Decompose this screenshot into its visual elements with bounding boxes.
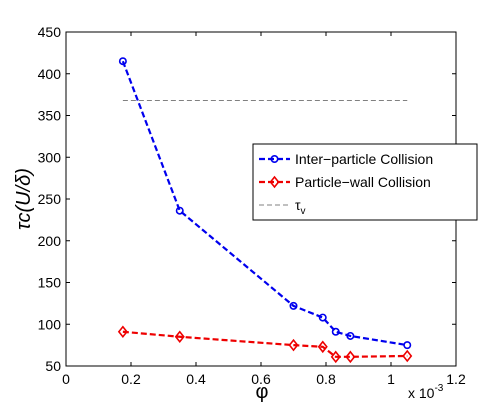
series-1-point: [345, 350, 356, 364]
y-tick-label: 50: [45, 358, 61, 374]
x-tick-label: 0.2: [121, 371, 141, 387]
series-1-point: [117, 325, 128, 339]
x-tick-label: 0.6: [251, 371, 271, 387]
series-1-point: [174, 330, 185, 344]
x-tick-label: 1: [387, 371, 395, 387]
x-axis-label: φ: [256, 381, 269, 403]
legend-marker-inter-particle: [270, 155, 279, 164]
y-axis-label: τc(U/δ): [13, 168, 35, 230]
series-0-point: [289, 301, 298, 310]
series-0-point: [331, 327, 340, 336]
series-1-point: [330, 350, 341, 364]
legend-marker-particle-wall: [269, 175, 280, 189]
series-0-point: [118, 57, 127, 66]
series-layer: [117, 57, 413, 364]
y-tick-label: 350: [38, 108, 62, 124]
y-tick-label: 400: [38, 66, 62, 82]
series-1-point: [402, 349, 413, 363]
series-0-point: [403, 341, 412, 350]
series-0-line: [121, 60, 408, 347]
y-tick-label: 450: [38, 24, 62, 40]
series-0-point: [318, 313, 327, 322]
series-0-point: [175, 206, 184, 215]
legend-box: [252, 143, 478, 221]
y-tick-label: 300: [38, 149, 62, 165]
x-multiplier-base: x 10: [408, 385, 435, 401]
x-tick-label: 0.4: [186, 371, 206, 387]
series-1-line: [122, 330, 408, 358]
legend: Inter−particle Collision Particle−wall C…: [252, 143, 478, 221]
legend-label-tau-v: τv: [295, 197, 306, 217]
x-tick-label: 1.2: [446, 371, 466, 387]
series-0-point: [346, 331, 355, 340]
x-tick-label: 0: [62, 371, 70, 387]
y-tick-label: 200: [38, 233, 62, 249]
legend-label-tau: τ: [295, 197, 301, 213]
x-tick-label: 0.8: [316, 371, 336, 387]
y-tick-label: 150: [38, 275, 62, 291]
y-tick-label: 100: [38, 316, 62, 332]
x-multiplier-exponent: -3: [434, 383, 443, 394]
series-1-point: [317, 340, 328, 354]
legend-label-particle-wall: Particle−wall Collision: [295, 174, 431, 190]
y-tick-label: 250: [38, 191, 62, 207]
legend-label-tau-sub: v: [301, 206, 306, 217]
series-1-point: [288, 338, 299, 352]
legend-label-inter-particle: Inter−particle Collision: [295, 151, 433, 167]
x-multiplier: x 10-3: [408, 383, 444, 401]
